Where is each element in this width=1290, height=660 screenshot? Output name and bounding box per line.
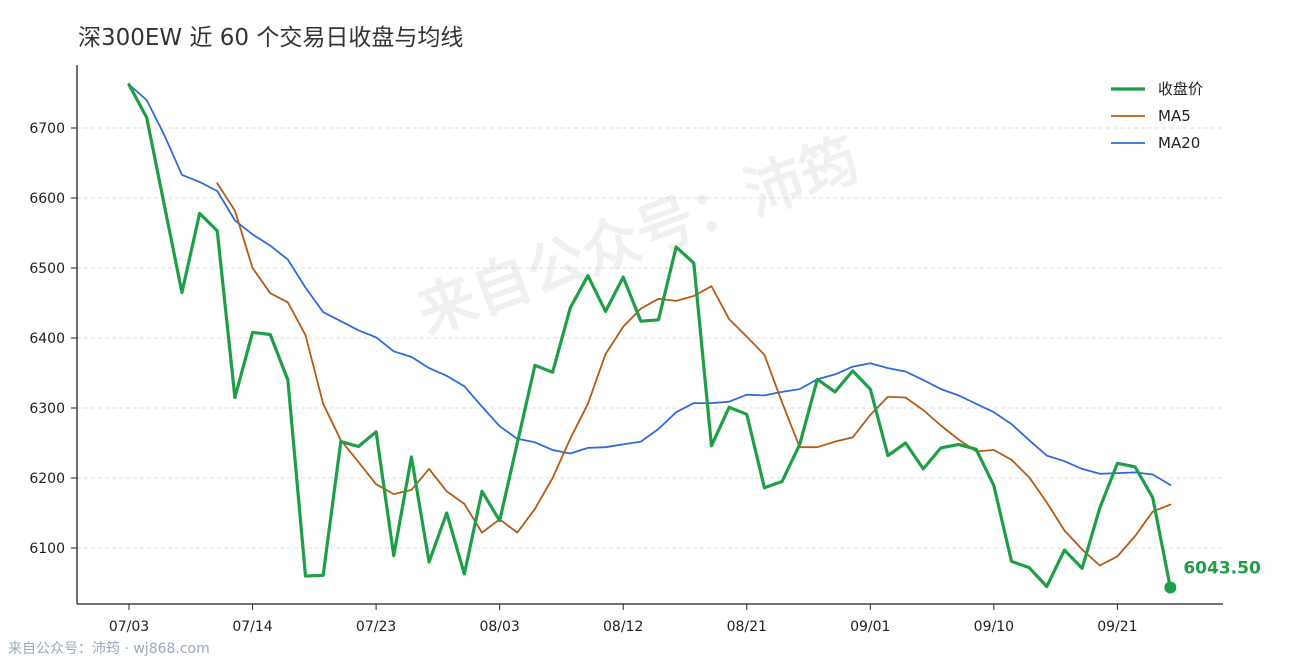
gridlines bbox=[77, 127, 1223, 549]
legend: 收盘价 MA5 MA20 bbox=[1111, 80, 1203, 152]
y-tick-label-6200: 6200 bbox=[29, 471, 65, 487]
last-value-label: 6043.50 bbox=[1183, 559, 1261, 579]
x-tick-label-07/14: 07/14 bbox=[232, 619, 272, 635]
y-tick-label-6500: 6500 bbox=[29, 261, 65, 277]
ma20-line bbox=[128, 83, 1172, 486]
ma5-line bbox=[216, 182, 1172, 567]
chart-title: 深300EW 近 60 个交易日收盘与均线 bbox=[78, 25, 464, 51]
legend-label-0: 收盘价 bbox=[1158, 80, 1203, 98]
close-price-line bbox=[127, 83, 1172, 590]
y-tick-label-6600: 6600 bbox=[29, 191, 65, 207]
footer-credit: 来自公众号：沛筠 · wj868.com bbox=[8, 641, 210, 657]
last-point: 6043.50 bbox=[1164, 559, 1261, 594]
legend-label-1: MA5 bbox=[1158, 107, 1191, 125]
last-point-marker bbox=[1164, 581, 1177, 594]
x-tick-label-08/03: 08/03 bbox=[479, 619, 519, 635]
y-tick-label-6700: 6700 bbox=[29, 121, 65, 137]
x-tick-label-07/03: 07/03 bbox=[109, 619, 149, 635]
x-tick-label-08/21: 08/21 bbox=[727, 619, 767, 635]
x-tick-label-08/12: 08/12 bbox=[603, 619, 643, 635]
x-tick-label-09/21: 09/21 bbox=[1097, 619, 1137, 635]
x-tick-label-09/01: 09/01 bbox=[850, 619, 890, 635]
x-axis-ticks: 07/03 07/14 07/23 08/03 08/12 08/21 09/01 09/10… bbox=[109, 604, 1138, 635]
series-lines bbox=[127, 83, 1172, 590]
axes bbox=[76, 65, 1223, 605]
y-tick-label-6100: 6100 bbox=[29, 541, 65, 557]
y-axis-ticks: 6100 6200 6300 6400 6500 6600 6700 bbox=[29, 121, 77, 557]
y-tick-label-6400: 6400 bbox=[29, 331, 65, 347]
x-tick-label-09/10: 09/10 bbox=[974, 619, 1014, 635]
legend-label-2: MA20 bbox=[1158, 134, 1200, 152]
y-tick-label-6300: 6300 bbox=[29, 401, 65, 417]
x-tick-label-07/23: 07/23 bbox=[356, 619, 396, 635]
